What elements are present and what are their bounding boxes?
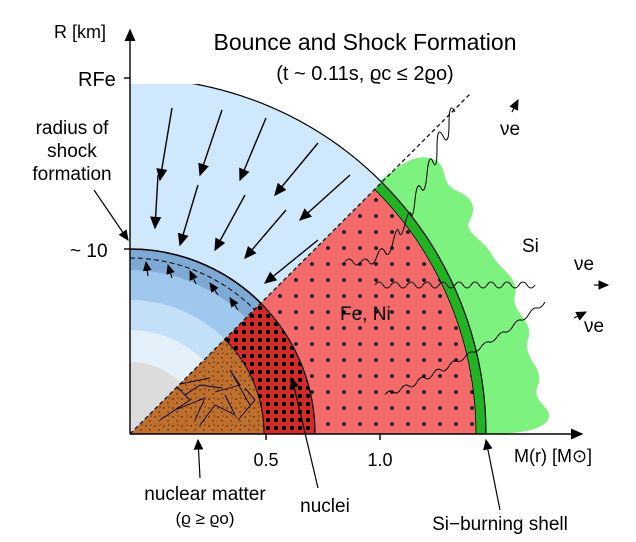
neutrino-arrowheads [509, 98, 610, 321]
shock-radius-line3: formation [32, 164, 111, 185]
neutrino-label-low: νe [584, 316, 604, 337]
nuclear-density-label: (ϱ ≥ ϱo) [175, 509, 234, 528]
nuclear-matter-label: nuclear matter [144, 484, 266, 505]
y-tick-rfe: RFe [78, 69, 116, 91]
neutrino-paths [344, 107, 546, 396]
infall-arrows [150, 107, 351, 284]
x-tick-10: 1.0 [367, 450, 392, 470]
y-tick-10: ~ 10 [70, 241, 108, 262]
si-shell-label: Si−burning shell [432, 514, 568, 535]
neutrino-label-top: νe [500, 119, 520, 140]
y-axis-label: R [km] [54, 22, 106, 42]
mass-diagonal [129, 93, 471, 435]
neutrino-label-mid: νe [574, 254, 594, 275]
shock-radius-line1: radius of [36, 118, 110, 139]
shock-radius-line2: shock [47, 141, 97, 162]
axes [124, 28, 584, 440]
x-axis-label: M(r) [M⊙] [514, 446, 592, 466]
nuclei-label: nuclei [300, 496, 350, 517]
title-line2: (t ~ 0.11s, ϱc ≤ 2ϱo) [276, 63, 453, 85]
fe-ni-label: Fe, Ni [340, 304, 391, 325]
si-label: Si [522, 236, 539, 257]
outward-arrows [142, 260, 239, 311]
x-tick-05: 0.5 [253, 450, 278, 470]
title-line1: Bounce and Shock Formation [213, 29, 516, 55]
pointer-arrows [93, 189, 501, 511]
si-region [378, 157, 550, 434]
